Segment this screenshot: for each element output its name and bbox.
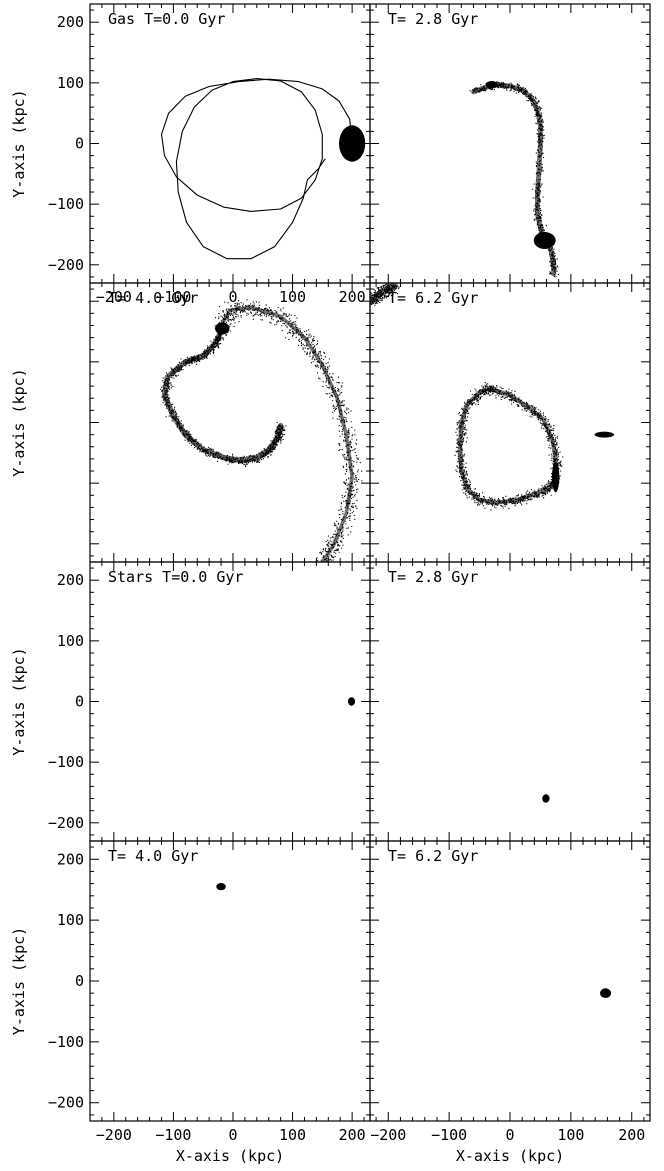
particle-blob — [347, 697, 356, 706]
plot-area — [160, 78, 366, 260]
particle-blob — [339, 125, 366, 162]
y-tick-label: 0 — [75, 972, 84, 990]
x-tick-label: −100 — [155, 288, 191, 306]
y-tick-label: 200 — [57, 571, 84, 589]
y-tick-label: 100 — [57, 74, 84, 92]
x-tick-label: 100 — [279, 1126, 306, 1144]
tick-marks — [89, 4, 370, 283]
particle-blob — [552, 461, 560, 493]
stream-particles — [370, 283, 400, 308]
x-tick-label: −200 — [370, 1126, 406, 1144]
y-tick-label: −100 — [48, 195, 84, 213]
stream-particles — [454, 382, 564, 511]
stream-core — [219, 305, 354, 562]
panel-label: T= 4.0 Gyr — [108, 847, 198, 865]
y-tick-label: −200 — [48, 814, 84, 832]
tick-marks — [370, 562, 650, 841]
tick-marks — [370, 841, 650, 1121]
x-tick-label: 100 — [279, 288, 306, 306]
y-tick-label: 100 — [57, 632, 84, 650]
plot-area — [370, 283, 615, 511]
panel-frame — [369, 840, 651, 1122]
panel-frame — [369, 282, 651, 563]
x-tick-label: 0 — [228, 1126, 237, 1144]
panel-stars-4.0: −200 −100 0 100 200 −200 −100 0 100 200 T= 4.0 Gyr… — [10, 840, 371, 1165]
panel-label: T= 6.2 Gyr — [388, 289, 478, 307]
panel-label: T= 2.8 Gyr — [388, 10, 478, 28]
y-tick-label: −100 — [48, 1033, 84, 1051]
plot-area — [347, 697, 356, 706]
panel-label: T= 4.0 Gyr — [108, 289, 198, 307]
x-tick-label: 0 — [505, 1126, 514, 1144]
x-tick-label: 0 — [228, 288, 237, 306]
panel-frame — [89, 840, 371, 1122]
y-tick-label: −100 — [48, 753, 84, 771]
x-tick-label: −200 — [96, 1126, 132, 1144]
particle-blob — [216, 883, 226, 891]
panel-stars-0: −200 −100 0 100 200 Stars T=0.0 Gyr Y-axis (kp… — [10, 561, 371, 842]
panel-stars-2.8: T= 2.8 Gyr — [369, 561, 651, 842]
stream-particles — [160, 330, 287, 467]
x-tick-label: 200 — [618, 1126, 645, 1144]
panel-stars-6.2: −200 −100 0 100 200 T= 6.2 Gyr X-axis (kpc) — [369, 840, 651, 1165]
tick-marks — [89, 562, 370, 841]
y-tick-label: −200 — [48, 1094, 84, 1112]
x-tick-label: 100 — [557, 1126, 584, 1144]
particle-blob — [594, 431, 615, 438]
particle-blob — [485, 81, 498, 89]
y-tick-label: −200 — [48, 256, 84, 274]
y-tick-label: 200 — [57, 850, 84, 868]
x-tick-label: −100 — [155, 1126, 191, 1144]
y-tick-label: 100 — [57, 911, 84, 929]
plot-area — [600, 988, 612, 999]
x-tick-label: 200 — [339, 288, 366, 306]
panel-frame — [89, 3, 371, 284]
y-axis-title: Y-axis (kpc) — [10, 89, 28, 197]
panel-gas-0: −200 −100 0 100 200 −200 −100 0 100 200 Gas T=0.0 … — [10, 3, 371, 306]
x-tick-label: −100 — [431, 1126, 467, 1144]
stream-core — [161, 328, 284, 464]
orbit-track — [160, 78, 353, 260]
y-tick-label: 0 — [75, 693, 84, 711]
x-tick-label: 200 — [339, 1126, 366, 1144]
panel-label: T= 6.2 Gyr — [388, 847, 478, 865]
y-axis-title: Y-axis (kpc) — [10, 647, 28, 755]
particle-blob — [542, 794, 550, 803]
y-tick-label: 0 — [75, 135, 84, 153]
panel-frame — [369, 3, 651, 284]
x-tick-label: −200 — [96, 288, 132, 306]
x-axis-title: X-axis (kpc) — [176, 1147, 284, 1165]
panel-gas-2.8: T= 2.8 Gyr — [369, 3, 651, 284]
tick-marks — [370, 4, 650, 283]
tick-marks — [89, 283, 370, 562]
tick-marks — [89, 841, 370, 1121]
panel-frame — [369, 561, 651, 842]
panel-gas-6.2: T= 6.2 Gyr — [369, 282, 651, 563]
panel-frame — [89, 561, 371, 842]
x-axis-title: X-axis (kpc) — [456, 1147, 564, 1165]
panel-label: T= 2.8 Gyr — [388, 568, 478, 586]
panel-label: Stars T=0.0 Gyr — [108, 568, 243, 586]
plot-area — [216, 883, 226, 891]
y-tick-label: 200 — [57, 13, 84, 31]
particle-blob — [533, 232, 556, 250]
plot-area — [160, 299, 363, 562]
plot-area — [542, 794, 550, 803]
stream-core — [458, 385, 558, 505]
y-axis-title: Y-axis (kpc) — [10, 927, 28, 1035]
tick-marks — [370, 283, 650, 562]
particle-blob — [600, 988, 612, 999]
panel-gas-4.0: T= 4.0 Gyr Y-axis (kpc) — [10, 282, 371, 563]
panel-label: Gas T=0.0 Gyr — [108, 10, 225, 28]
particle-blob — [215, 322, 230, 335]
y-axis-title: Y-axis (kpc) — [10, 368, 28, 476]
plot-area — [469, 81, 559, 278]
